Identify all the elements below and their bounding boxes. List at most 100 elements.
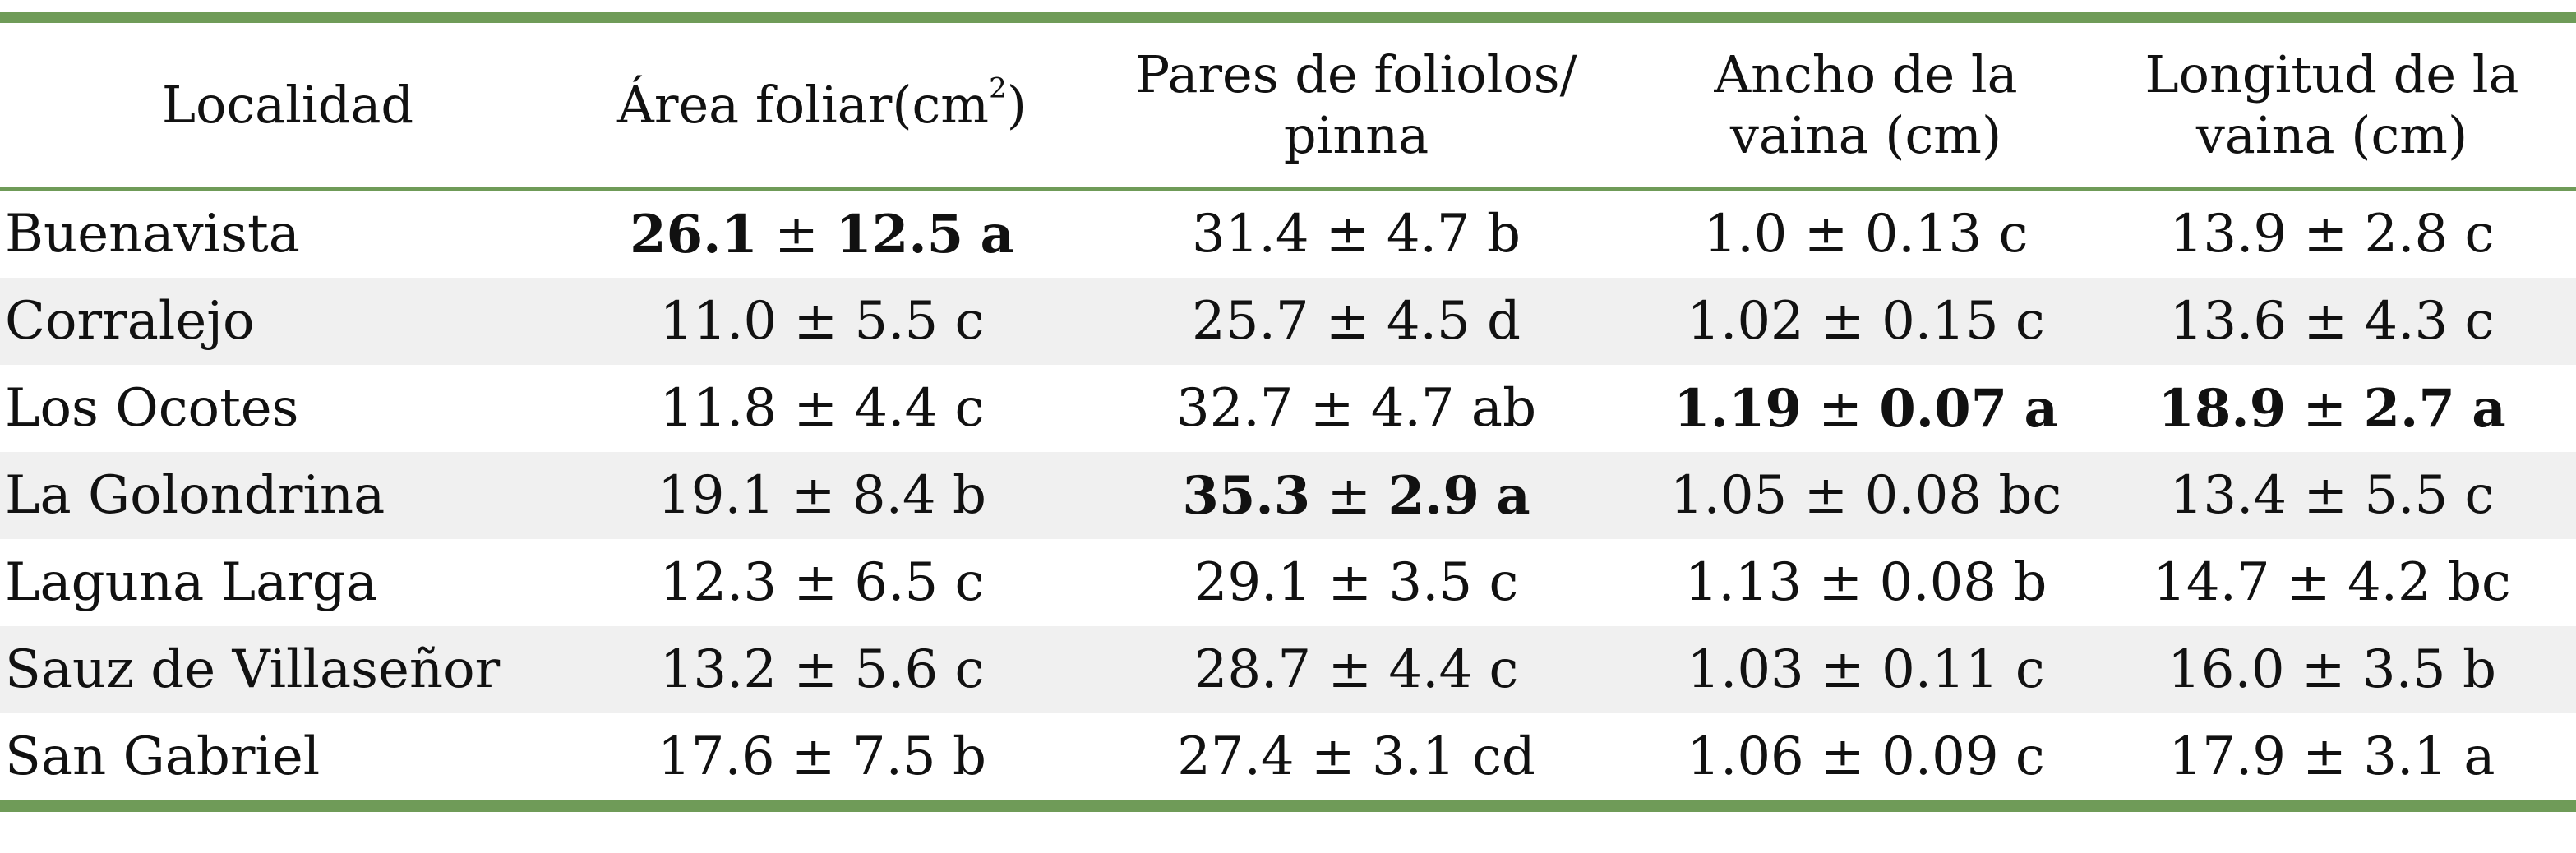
table-row: Buenavista 26.1 ± 12.5 a 31.4 ± 4.7 b 1.0 ±… (0, 191, 2576, 278)
cell-mean: 12.3 (659, 552, 778, 613)
locality-name: San Gabriel (5, 726, 321, 787)
cell-sd: 4.2 (2347, 552, 2431, 613)
cell-group-letter: ab (1470, 378, 1537, 439)
cell-sd: 0.08 (1879, 552, 1997, 613)
cell-sd: 8.4 (852, 465, 936, 526)
table-top-rule (0, 12, 2576, 23)
cell-mean: 16.0 (2167, 639, 2285, 700)
plus-minus-symbol: ± (1327, 639, 1373, 700)
cell-mean: 31.4 (1192, 204, 1309, 265)
plus-minus-symbol: ± (791, 726, 836, 787)
cell-ancho-vaina: 1.05 ± 0.08 bc (1644, 452, 2088, 539)
cell-localidad: Los Ocotes (0, 365, 575, 452)
header-pares-foliolos: Pares de foliolos/pinna (1069, 23, 1644, 187)
cell-group-letter: a (2024, 377, 2058, 440)
plus-minus-symbol: ± (793, 291, 838, 352)
cell-group-letter: a (980, 203, 1014, 265)
table-row: La Golondrina 19.1 ± 8.4 b 35.3 ± 2.9 a 1.0… (0, 452, 2576, 539)
cell-pares-foliolos: 29.1 ± 3.5 c (1069, 539, 1644, 626)
cell-area-foliar: 17.6 ± 7.5 b (575, 713, 1069, 800)
plus-minus-symbol: ± (1821, 291, 1865, 352)
cell-mean: 27.4 (1177, 726, 1295, 787)
cell-ancho-vaina: 1.03 ± 0.11 c (1644, 626, 2088, 713)
plus-minus-symbol: ± (1821, 639, 1865, 700)
cell-longitud-vaina: 14.7 ± 4.2 bc (2088, 539, 2576, 626)
table-bottom-rule (0, 800, 2576, 812)
locality-name: Los Ocotes (5, 378, 299, 439)
cell-mean: 11.0 (659, 291, 778, 352)
cell-longitud-vaina: 16.0 ± 3.5 b (2088, 626, 2576, 713)
cell-mean: 13.9 (2169, 204, 2287, 265)
cell-localidad: San Gabriel (0, 713, 575, 800)
cell-sd: 4.3 (2364, 291, 2449, 352)
plus-minus-symbol: ± (2301, 639, 2346, 700)
cell-mean: 17.6 (658, 726, 775, 787)
header-superscript: 2 (989, 71, 1007, 105)
cell-longitud-vaina: 17.9 ± 3.1 a (2088, 713, 2576, 800)
plus-minus-symbol: ± (2302, 726, 2347, 787)
cell-localidad: Sauz de Villaseñor (0, 626, 575, 713)
plus-minus-symbol: ± (1325, 291, 1370, 352)
cell-mean: 17.9 (2168, 726, 2286, 787)
table-row: Los Ocotes 11.8 ± 4.4 c 32.7 ± 4.7 ab 1.19 … (0, 365, 2576, 452)
plus-minus-symbol: ± (793, 378, 838, 439)
cell-sd: 0.15 (1881, 291, 1999, 352)
header-line: pinna (1283, 105, 1429, 165)
plus-minus-symbol: ± (793, 639, 838, 700)
cell-mean: 13.4 (2169, 465, 2287, 526)
cell-sd: 0.13 (1864, 204, 1983, 265)
cell-mean: 35.3 (1182, 464, 1311, 527)
cell-sd: 6.5 (854, 552, 939, 613)
cell-mean: 26.1 (630, 203, 758, 265)
plus-minus-symbol: ± (1803, 204, 1849, 265)
header-area-foliar: Área foliar(cm2) (575, 23, 1069, 187)
plus-minus-symbol: ± (1309, 378, 1355, 439)
cell-mean: 28.7 (1193, 639, 1312, 700)
cell-pares-foliolos: 31.4 ± 4.7 b (1069, 191, 1644, 278)
plus-minus-symbol: ± (791, 465, 836, 526)
cell-sd: 0.09 (1881, 726, 1999, 787)
header-line: Longitud de la (2144, 44, 2519, 104)
plus-minus-symbol: ± (1327, 552, 1373, 613)
plus-minus-symbol: ± (2302, 378, 2347, 440)
cell-area-foliar: 26.1 ± 12.5 a (575, 191, 1069, 278)
cell-localidad: La Golondrina (0, 452, 575, 539)
table-row: San Gabriel 17.6 ± 7.5 b 27.4 ± 3.1 cd 1.06… (0, 713, 2576, 800)
header-longitud-vaina: Longitud de la vaina (cm) (2088, 23, 2576, 187)
table-rows: Buenavista 26.1 ± 12.5 a 31.4 ± 4.7 b 1.0 ±… (0, 191, 2576, 800)
cell-localidad: Corralejo (0, 278, 575, 365)
cell-sd: 0.07 (1879, 377, 2008, 440)
cell-group-letter: b (1486, 204, 1521, 265)
plus-minus-symbol: ± (1821, 726, 1865, 787)
cell-mean: 1.02 (1687, 291, 1804, 352)
data-table: Localidad Área foliar(cm2) Pares de foliol… (0, 12, 2576, 812)
cell-group-letter: d (1486, 291, 1521, 352)
cell-sd: 5.5 (854, 291, 939, 352)
cell-sd: 3.1 (1371, 726, 1456, 787)
table-body-grid: Localidad Área foliar(cm2) Pares de foliol… (0, 23, 2576, 800)
cell-longitud-vaina: 13.4 ± 5.5 c (2088, 452, 2576, 539)
locality-name: La Golondrina (5, 465, 385, 526)
cell-area-foliar: 12.3 ± 6.5 c (575, 539, 1069, 626)
cell-pares-foliolos: 32.7 ± 4.7 ab (1069, 365, 1644, 452)
cell-ancho-vaina: 1.0 ± 0.13 c (1644, 191, 2088, 278)
header-text: Área foliar(cm (617, 74, 990, 135)
locality-name: Sauz de Villaseñor (5, 639, 501, 700)
table-header: Localidad Área foliar(cm2) Pares de foliol… (0, 23, 2576, 191)
cell-group-letter: c (1489, 639, 1519, 700)
cell-group-letter: bc (2448, 552, 2511, 613)
cell-sd: 0.11 (1881, 639, 1999, 700)
cell-group-letter: c (2464, 465, 2495, 526)
cell-pares-foliolos: 27.4 ± 3.1 cd (1069, 713, 1644, 800)
cell-group-letter: c (2464, 291, 2495, 352)
table-row: Laguna Larga 12.3 ± 6.5 c 29.1 ± 3.5 c 1.13… (0, 539, 2576, 626)
cell-mean: 14.7 (2153, 552, 2270, 613)
cell-mean: 13.2 (659, 639, 778, 700)
plus-minus-symbol: ± (774, 204, 819, 265)
cell-mean: 19.1 (658, 465, 775, 526)
cell-localidad: Laguna Larga (0, 539, 575, 626)
cell-pares-foliolos: 35.3 ± 2.9 a (1069, 452, 1644, 539)
cell-mean: 1.13 (1684, 552, 1803, 613)
cell-sd: 2.9 (1387, 464, 1480, 527)
cell-group-letter: c (2464, 204, 2495, 265)
